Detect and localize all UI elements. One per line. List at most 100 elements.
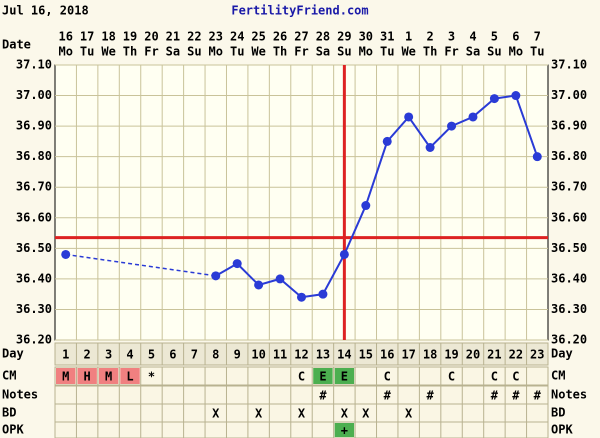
date-label: 17 xyxy=(80,30,94,44)
row-cell: 1 xyxy=(62,348,69,362)
temperature-point xyxy=(61,249,71,259)
temperature-point xyxy=(489,94,499,104)
date-label: 31 xyxy=(380,30,394,44)
date-label: 24 xyxy=(230,30,244,44)
y-tick-label: 36.50 xyxy=(16,241,52,255)
date-label: 7 xyxy=(534,30,541,44)
row-cell: X xyxy=(341,407,349,421)
date-label: 22 xyxy=(187,30,201,44)
weekday-label: We xyxy=(401,45,415,59)
date-label: 27 xyxy=(294,30,308,44)
row-cell: E xyxy=(319,370,326,384)
row-cell: 8 xyxy=(212,348,219,362)
date-label: 21 xyxy=(166,30,180,44)
row-cell: 14 xyxy=(337,348,351,362)
row-cell: C xyxy=(448,370,455,384)
y-tick-label: 36.40 xyxy=(16,271,52,285)
date-label: 3 xyxy=(448,30,455,44)
cell-highlight xyxy=(313,368,333,384)
cell-highlight xyxy=(56,368,76,384)
row-cell: 5 xyxy=(148,348,155,362)
weekday-label: Mo xyxy=(209,45,223,59)
row-cell: C xyxy=(384,370,391,384)
row-cell: X xyxy=(212,407,220,421)
weekday-label: Sa xyxy=(166,45,180,59)
row-cell: H xyxy=(84,370,91,384)
temperature-line xyxy=(215,94,539,299)
weekday-label: Sa xyxy=(316,45,330,59)
row-label: Day xyxy=(2,347,24,361)
row-cell: # xyxy=(534,389,542,403)
date-label: 23 xyxy=(209,30,223,44)
row-cell: 17 xyxy=(401,348,415,362)
weekday-label: Th xyxy=(123,45,137,59)
weekday-label: Th xyxy=(423,45,437,59)
row-cell: X xyxy=(298,407,306,421)
weekday-label: Mo xyxy=(58,45,72,59)
y-tick-label-right: 36.80 xyxy=(551,149,587,163)
gap-connector xyxy=(65,253,216,277)
temperature-point xyxy=(275,274,285,284)
row-cell: 13 xyxy=(316,348,330,362)
y-tick-label-right: 36.70 xyxy=(551,180,587,194)
date-label: 2 xyxy=(426,30,433,44)
row-cell: * xyxy=(148,370,155,384)
row-cell: M xyxy=(62,370,69,384)
temperature-point xyxy=(468,112,478,122)
weekday-label: Th xyxy=(273,45,287,59)
row-cell: 10 xyxy=(251,348,265,362)
date-label: 25 xyxy=(251,30,265,44)
weekday-label: Su xyxy=(337,45,351,59)
row-cell: # xyxy=(426,389,434,403)
date-label: 6 xyxy=(512,30,519,44)
row-label: BD xyxy=(2,406,16,420)
temperature-point xyxy=(297,292,306,302)
row-label-right: OPK xyxy=(551,423,573,437)
row-cell: 21 xyxy=(487,348,501,362)
temperature-point xyxy=(425,143,435,152)
row-cell: 18 xyxy=(423,348,437,362)
temperature-point xyxy=(404,112,414,122)
row-cell: E xyxy=(341,370,348,384)
weekday-label: Tu xyxy=(230,45,244,59)
weekday-label: Tu xyxy=(530,45,544,59)
y-tick-label: 37.00 xyxy=(16,88,52,102)
temperature-point xyxy=(211,271,221,281)
site-name[interactable]: FertilityFriend.com xyxy=(231,4,368,18)
y-tick-label: 36.60 xyxy=(16,210,52,224)
row-cell: # xyxy=(384,389,392,403)
cell-highlight xyxy=(120,368,140,384)
row-cell: C xyxy=(512,370,519,384)
temperature-point xyxy=(318,289,328,299)
date-label: 28 xyxy=(316,30,330,44)
weekday-label: Fr xyxy=(144,45,158,59)
temperature-point xyxy=(254,280,264,290)
weekday-label: Tu xyxy=(80,45,94,59)
cell-highlight xyxy=(98,368,119,384)
y-tick-label-right: 37.10 xyxy=(551,58,587,72)
row-cell: 4 xyxy=(126,348,133,362)
row-cell: 9 xyxy=(234,348,241,362)
cell-highlight xyxy=(334,368,355,384)
date-label: 20 xyxy=(144,30,158,44)
row-cell: C xyxy=(298,370,305,384)
date-label: 26 xyxy=(273,30,287,44)
weekday-label: Sa xyxy=(466,45,480,59)
temperature-point xyxy=(232,259,242,269)
row-label: OPK xyxy=(2,423,24,437)
y-tick-label: 36.90 xyxy=(16,119,52,133)
date-label: 18 xyxy=(101,30,115,44)
y-tick-label: 36.20 xyxy=(16,333,52,347)
date-label: Date xyxy=(2,38,31,52)
y-tick-label-right: 36.20 xyxy=(551,333,587,347)
weekday-label: Fr xyxy=(294,45,308,59)
weekday-label: Tu xyxy=(380,45,394,59)
row-cell: X xyxy=(362,407,370,421)
date-label: 29 xyxy=(337,30,351,44)
date-label: 30 xyxy=(359,30,373,44)
row-cell: 6 xyxy=(169,348,176,362)
row-cell: X xyxy=(405,407,413,421)
row-cell: 3 xyxy=(105,348,112,362)
weekday-label: Su xyxy=(187,45,201,59)
